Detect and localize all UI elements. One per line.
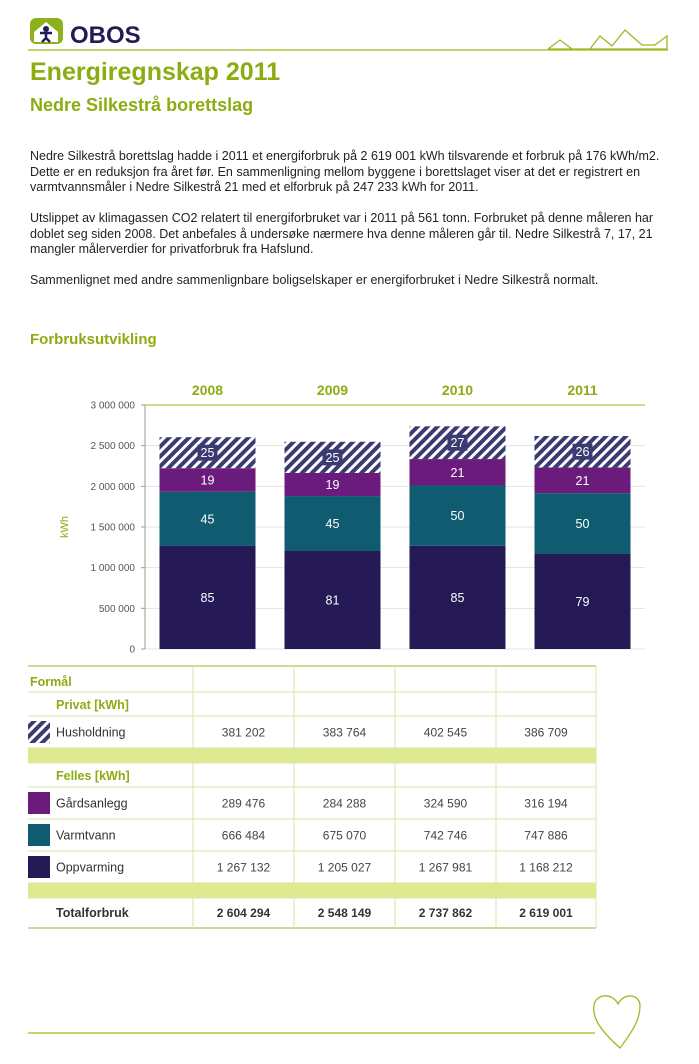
table-cell: 747 886 bbox=[524, 829, 568, 843]
label-box bbox=[197, 444, 218, 461]
paragraph: Nedre Silkestrå borettslag hadde i 2011 … bbox=[30, 149, 660, 194]
table-cell: 742 746 bbox=[424, 829, 468, 843]
heart-logo bbox=[593, 995, 641, 1049]
paragraph: Utslippet av klimagassen CO2 relatert ti… bbox=[30, 211, 654, 256]
y-tick-label: 2 500 000 bbox=[91, 441, 136, 452]
category-label: 2008 bbox=[192, 382, 223, 398]
bar-segment bbox=[534, 553, 631, 649]
house-decoration bbox=[547, 29, 668, 50]
bar-segment bbox=[409, 485, 506, 546]
bar-segment bbox=[159, 545, 256, 649]
table-cell: 666 484 bbox=[222, 829, 266, 843]
row-label: Oppvarming bbox=[56, 861, 124, 875]
table-cell: 402 545 bbox=[424, 726, 468, 740]
y-tick-label: 0 bbox=[129, 645, 135, 656]
table-cell: 324 590 bbox=[424, 797, 468, 811]
row-label: Gårdsanlegg bbox=[56, 797, 128, 811]
bar-segment bbox=[534, 493, 631, 554]
total-cell: 2 619 001 bbox=[519, 906, 573, 920]
table-cell: 383 764 bbox=[323, 726, 367, 740]
segment-label: 19 bbox=[326, 478, 340, 492]
row-label: Varmtvann bbox=[56, 829, 116, 843]
section-title: Forbruksutvikling bbox=[30, 331, 157, 348]
segment-label: 45 bbox=[201, 512, 215, 526]
group-title: Privat [kWh] bbox=[56, 698, 129, 712]
row-label: Husholdning bbox=[56, 726, 126, 740]
table-cell: 1 205 027 bbox=[318, 861, 372, 875]
segment-label: 21 bbox=[576, 474, 590, 488]
table-cell: 381 202 bbox=[222, 726, 266, 740]
segment-label: 25 bbox=[201, 446, 215, 460]
y-tick-label: 1 500 000 bbox=[91, 523, 136, 534]
bar-segment bbox=[534, 467, 631, 494]
segment-label: 26 bbox=[576, 445, 590, 459]
bar-segment bbox=[284, 472, 381, 497]
segment-label: 85 bbox=[201, 591, 215, 605]
logo: OBOS bbox=[30, 18, 141, 49]
table-cell: 289 476 bbox=[222, 797, 266, 811]
segment-label: 25 bbox=[326, 451, 340, 465]
total-label: Totalforbruk bbox=[56, 906, 129, 920]
table-band bbox=[28, 748, 596, 763]
bar-segment bbox=[409, 545, 506, 649]
legend-swatch bbox=[28, 856, 50, 878]
segment-label: 85 bbox=[451, 591, 465, 605]
y-tick-label: 500 000 bbox=[99, 604, 136, 615]
table-cell: 284 288 bbox=[323, 797, 367, 811]
segment-label: 81 bbox=[326, 593, 340, 607]
total-cell: 2 604 294 bbox=[217, 906, 271, 920]
y-axis-label: kWh bbox=[59, 516, 71, 538]
table-cell: 1 267 981 bbox=[419, 861, 473, 875]
legend-swatch bbox=[28, 721, 50, 743]
category-label: 2011 bbox=[567, 382, 598, 398]
legend-swatch bbox=[28, 824, 50, 846]
segment-label: 27 bbox=[451, 436, 465, 450]
label-box bbox=[322, 449, 343, 466]
segment-label: 50 bbox=[576, 517, 590, 531]
paragraph: Sammenlignet med andre sammenlignbare bo… bbox=[30, 273, 599, 287]
bar-segment bbox=[159, 491, 256, 546]
table-band bbox=[28, 883, 596, 898]
table-cell: 1 267 132 bbox=[217, 861, 271, 875]
total-cell: 2 737 862 bbox=[419, 906, 473, 920]
segment-label: 21 bbox=[451, 466, 465, 480]
segment-label: 50 bbox=[451, 509, 465, 523]
bar-segment bbox=[284, 550, 381, 649]
legend-swatch bbox=[28, 792, 50, 814]
logo-text: OBOS bbox=[70, 22, 141, 49]
y-tick-label: 2 000 000 bbox=[91, 482, 136, 493]
subtitle: Nedre Silkestrå borettslag bbox=[30, 95, 253, 115]
category-label: 2009 bbox=[317, 382, 348, 398]
segment-label: 45 bbox=[326, 517, 340, 531]
label-box bbox=[572, 443, 593, 460]
bar-segment bbox=[159, 468, 256, 492]
bar-segment bbox=[284, 496, 381, 551]
label-box bbox=[447, 434, 468, 451]
y-tick-label: 1 000 000 bbox=[91, 563, 136, 574]
table-cell: 675 070 bbox=[323, 829, 367, 843]
category-label: 2010 bbox=[442, 382, 473, 398]
table-header: Formål bbox=[30, 675, 72, 689]
table-cell: 316 194 bbox=[524, 797, 568, 811]
table-cell: 386 709 bbox=[524, 726, 568, 740]
total-cell: 2 548 149 bbox=[318, 906, 372, 920]
table-cell: 1 168 212 bbox=[519, 861, 573, 875]
y-tick-label: 3 000 000 bbox=[91, 401, 136, 412]
title: Energiregnskap 2011 bbox=[30, 58, 280, 86]
group-title: Felles [kWh] bbox=[56, 769, 130, 783]
segment-label: 79 bbox=[576, 595, 590, 609]
bar-segment bbox=[409, 459, 506, 486]
segment-label: 19 bbox=[201, 473, 215, 487]
